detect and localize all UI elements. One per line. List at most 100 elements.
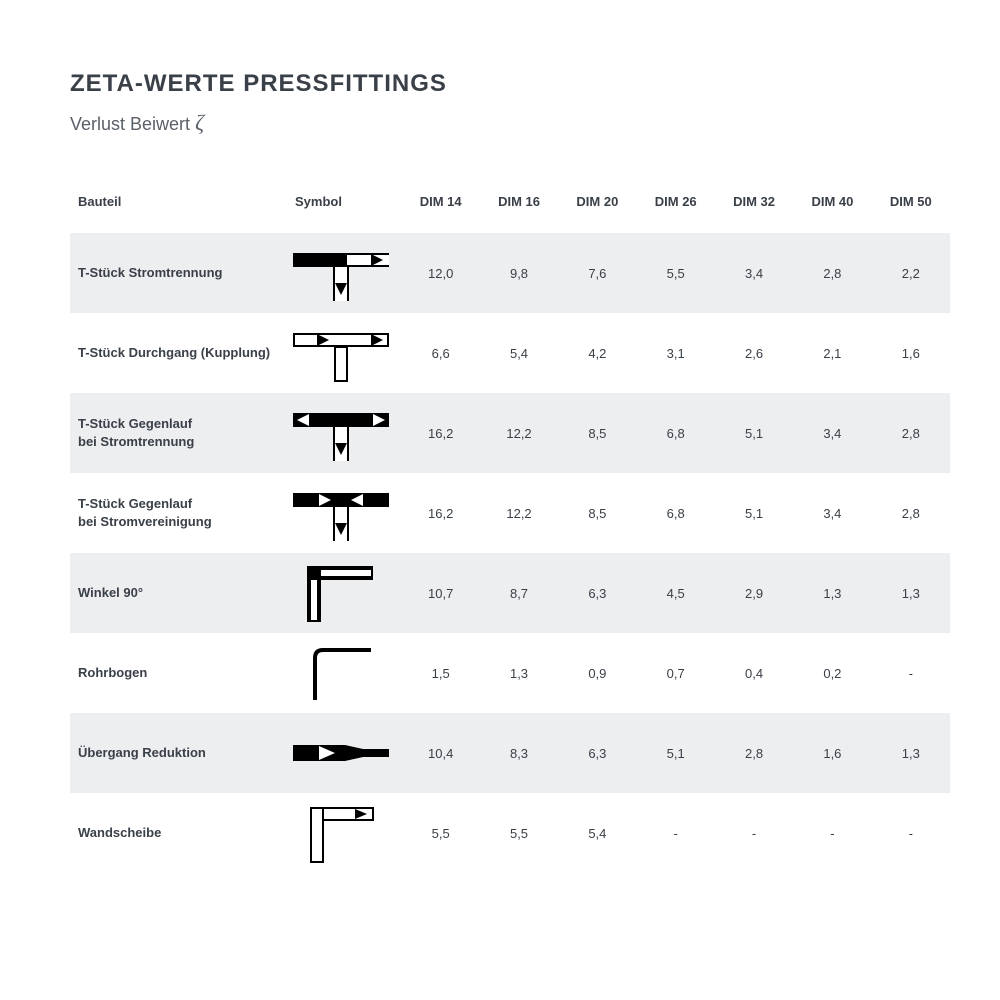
value-cell: 0,9 <box>558 633 636 713</box>
value-cell: 1,3 <box>480 633 558 713</box>
value-cell: 9,8 <box>480 233 558 313</box>
value-cell: 3,4 <box>793 473 871 553</box>
row-label: T-Stück Stromtrennung <box>70 233 291 313</box>
row-label: T-Stück Gegenlaufbei Stromvereinigung <box>70 473 291 553</box>
value-cell: 5,5 <box>402 793 480 873</box>
value-cell: 2,6 <box>715 313 793 393</box>
value-cell: 6,3 <box>558 553 636 633</box>
symbol-cell <box>291 313 402 393</box>
value-cell: 5,5 <box>637 233 715 313</box>
row-label: Wandscheibe <box>70 793 291 873</box>
value-cell: 2,2 <box>872 233 950 313</box>
value-cell: 4,2 <box>558 313 636 393</box>
value-cell: 0,7 <box>637 633 715 713</box>
value-cell: 16,2 <box>402 393 480 473</box>
symbol-cell <box>291 473 402 553</box>
col-bauteil: Bauteil <box>70 180 291 233</box>
value-cell: - <box>715 793 793 873</box>
value-cell: 2,8 <box>793 233 871 313</box>
value-cell: 5,1 <box>715 393 793 473</box>
value-cell: 6,8 <box>637 393 715 473</box>
value-cell: 1,6 <box>872 313 950 393</box>
value-cell: 3,1 <box>637 313 715 393</box>
symbol-cell <box>291 233 402 313</box>
t-counter-merge-icon <box>291 481 391 545</box>
col-dim16: DIM 16 <box>480 180 558 233</box>
table-row: T-Stück Gegenlaufbei Stromvereinigung 16… <box>70 473 950 553</box>
table-row: T-Stück Gegenlaufbei Stromtrennung 16,21… <box>70 393 950 473</box>
elbow-thin-icon <box>291 641 391 705</box>
t-sep-icon <box>291 241 391 305</box>
subtitle-text: Verlust Beiwert <box>70 114 195 134</box>
value-cell: 6,3 <box>558 713 636 793</box>
value-cell: 8,7 <box>480 553 558 633</box>
col-symbol: Symbol <box>291 180 402 233</box>
table-row: Wandscheibe 5,55,55,4---- <box>70 793 950 873</box>
col-dim40: DIM 40 <box>793 180 871 233</box>
value-cell: 6,6 <box>402 313 480 393</box>
value-cell: 5,1 <box>637 713 715 793</box>
value-cell: 6,8 <box>637 473 715 553</box>
value-cell: 2,8 <box>715 713 793 793</box>
symbol-cell <box>291 553 402 633</box>
value-cell: 1,3 <box>872 553 950 633</box>
t-counter-sep-icon <box>291 401 391 465</box>
table-row: Übergang Reduktion 10,48,36,35,12,81,61,… <box>70 713 950 793</box>
value-cell: 5,5 <box>480 793 558 873</box>
value-cell: 0,2 <box>793 633 871 713</box>
table-row: Winkel 90° 10,78,76,34,52,91,31,3 <box>70 553 950 633</box>
row-label: T-Stück Gegenlaufbei Stromtrennung <box>70 393 291 473</box>
header-row: Bauteil Symbol DIM 14 DIM 16 DIM 20 DIM … <box>70 180 950 233</box>
value-cell: 1,3 <box>872 713 950 793</box>
value-cell: 2,9 <box>715 553 793 633</box>
value-cell: 2,1 <box>793 313 871 393</box>
value-cell: 1,5 <box>402 633 480 713</box>
value-cell: 3,4 <box>793 393 871 473</box>
col-dim26: DIM 26 <box>637 180 715 233</box>
table-row: T-Stück Durchgang (Kupplung) 6,65,44,23,… <box>70 313 950 393</box>
row-label: Winkel 90° <box>70 553 291 633</box>
value-cell: 2,8 <box>872 473 950 553</box>
value-cell: - <box>793 793 871 873</box>
reducer-icon <box>291 721 391 785</box>
symbol-cell <box>291 793 402 873</box>
symbol-cell <box>291 633 402 713</box>
row-label: Rohrbogen <box>70 633 291 713</box>
value-cell: 10,7 <box>402 553 480 633</box>
value-cell: 2,8 <box>872 393 950 473</box>
t-through-icon <box>291 321 391 385</box>
page-title: ZETA-WERTE PRESSFITTINGS <box>70 70 950 98</box>
row-label: T-Stück Durchgang (Kupplung) <box>70 313 291 393</box>
value-cell: 1,3 <box>793 553 871 633</box>
value-cell: 3,4 <box>715 233 793 313</box>
col-dim14: DIM 14 <box>402 180 480 233</box>
elbow-thick-icon <box>291 561 391 625</box>
value-cell: 16,2 <box>402 473 480 553</box>
value-cell: 5,4 <box>558 793 636 873</box>
zeta-symbol: ζ <box>195 110 204 135</box>
value-cell: 8,5 <box>558 393 636 473</box>
row-label: Übergang Reduktion <box>70 713 291 793</box>
value-cell: 5,4 <box>480 313 558 393</box>
col-dim32: DIM 32 <box>715 180 793 233</box>
value-cell: 4,5 <box>637 553 715 633</box>
value-cell: 10,4 <box>402 713 480 793</box>
symbol-cell <box>291 713 402 793</box>
symbol-cell <box>291 393 402 473</box>
value-cell: 12,0 <box>402 233 480 313</box>
wall-elbow-icon <box>291 801 391 865</box>
value-cell: 8,3 <box>480 713 558 793</box>
subtitle: Verlust Beiwert ζ <box>70 110 950 136</box>
table-row: T-Stück Stromtrennung 12,09,87,65,53,42,… <box>70 233 950 313</box>
value-cell: 8,5 <box>558 473 636 553</box>
value-cell: 7,6 <box>558 233 636 313</box>
value-cell: 0,4 <box>715 633 793 713</box>
zeta-table: Bauteil Symbol DIM 14 DIM 16 DIM 20 DIM … <box>70 180 950 873</box>
value-cell: - <box>872 793 950 873</box>
table-row: Rohrbogen 1,51,30,90,70,40,2- <box>70 633 950 713</box>
value-cell: 5,1 <box>715 473 793 553</box>
col-dim50: DIM 50 <box>872 180 950 233</box>
value-cell: 1,6 <box>793 713 871 793</box>
value-cell: - <box>637 793 715 873</box>
value-cell: 12,2 <box>480 473 558 553</box>
